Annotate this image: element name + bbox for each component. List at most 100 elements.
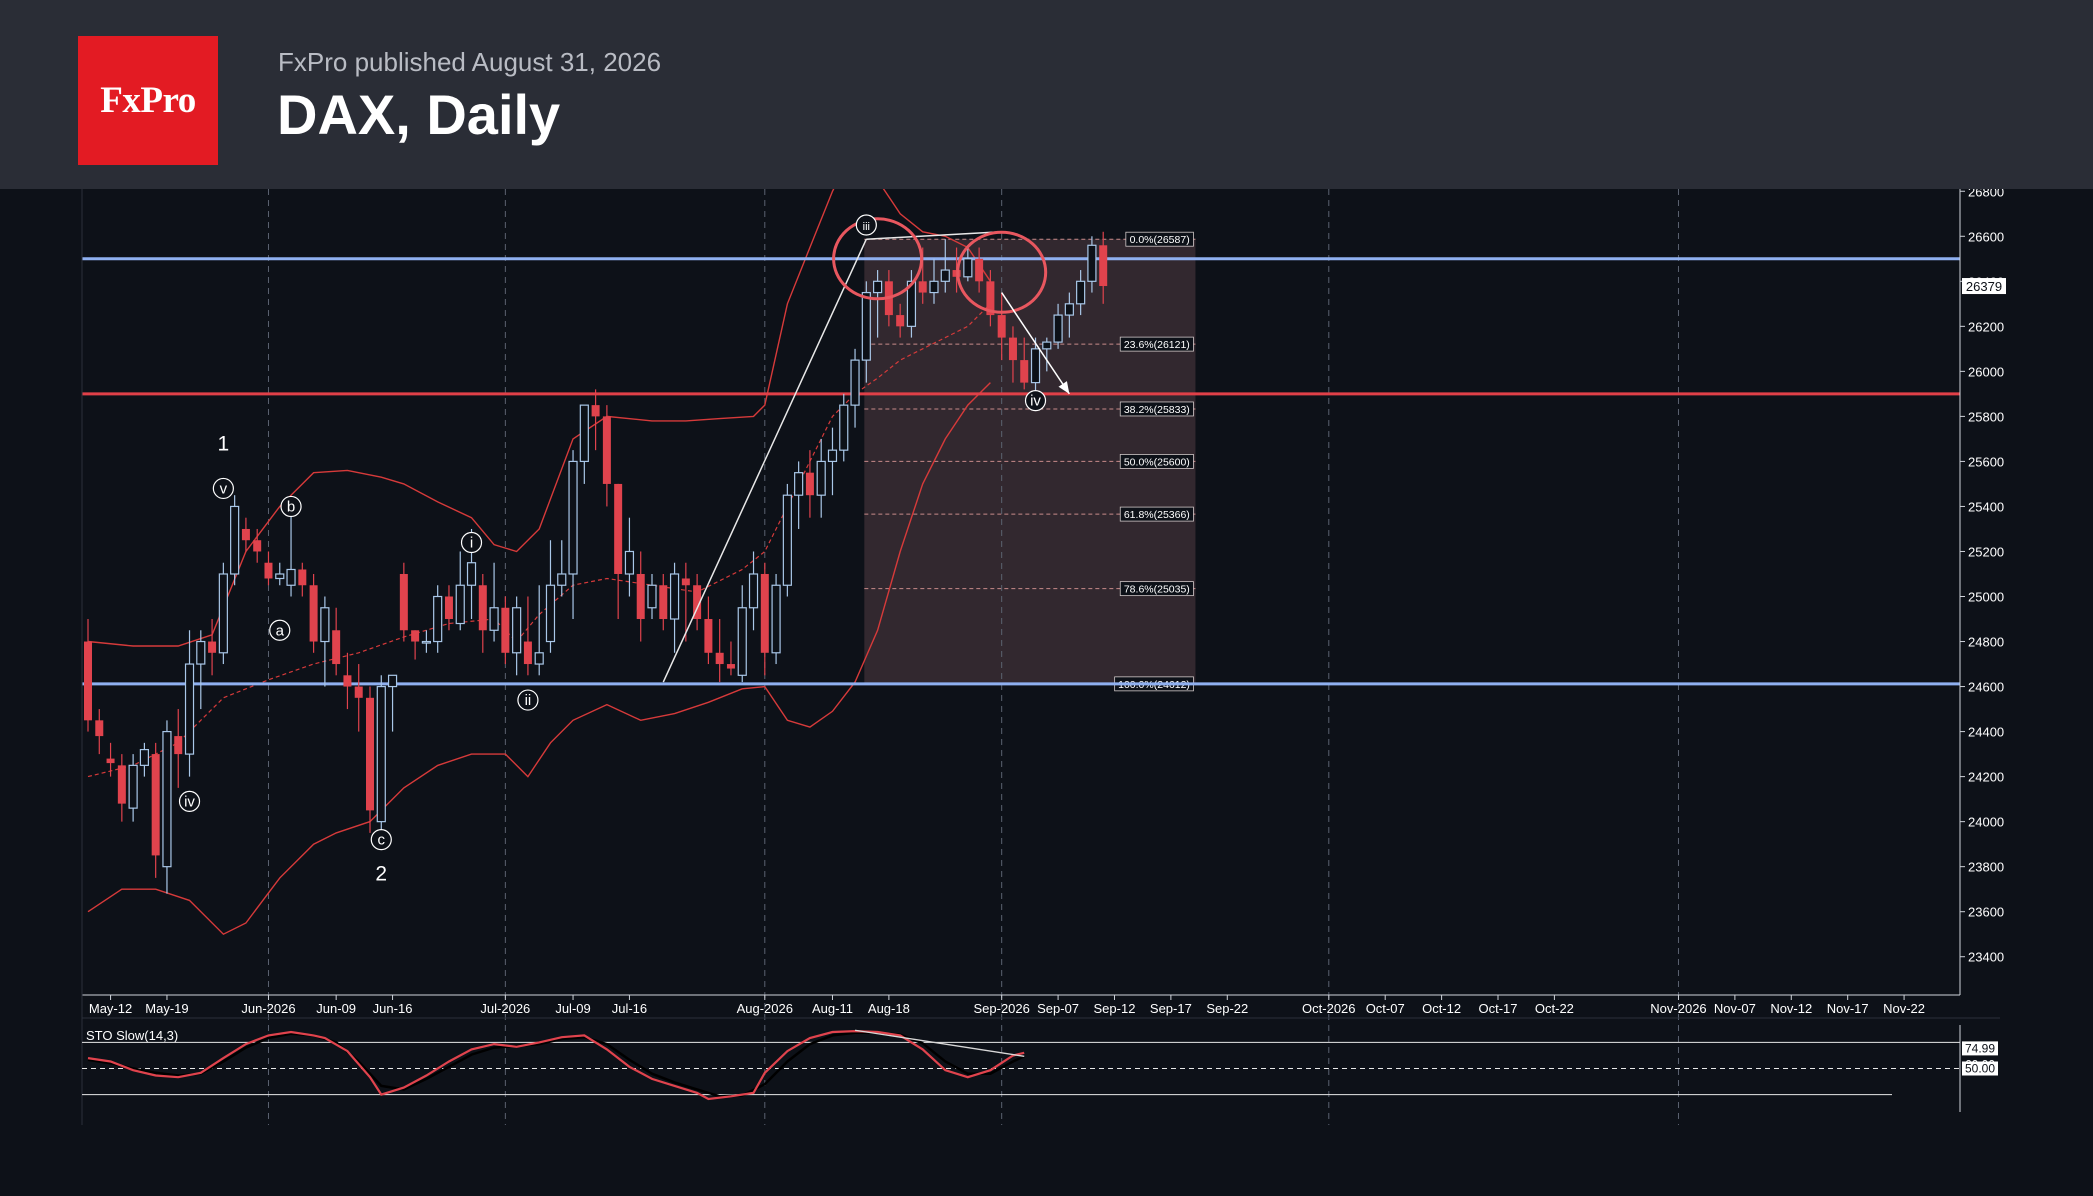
wave-label: v bbox=[220, 480, 228, 497]
highlight-circle bbox=[832, 217, 924, 301]
wave-label: i bbox=[470, 534, 473, 551]
candle-body-up bbox=[827, 449, 838, 463]
price-tick-label: 23600 bbox=[1968, 905, 2004, 920]
time-tick-label: Jul-16 bbox=[612, 1001, 647, 1016]
candle-body-up bbox=[545, 584, 556, 643]
sto-value-badge bbox=[1962, 1061, 1998, 1076]
candle-body-down bbox=[106, 758, 115, 764]
candle-body-up bbox=[647, 584, 657, 609]
candle-body-up bbox=[196, 640, 206, 665]
time-tick-label: Sep-12 bbox=[1094, 1001, 1136, 1016]
candle-body-down bbox=[366, 697, 374, 811]
candle-body-down bbox=[444, 596, 453, 620]
candle-body-down bbox=[399, 573, 408, 631]
candle-body-up bbox=[557, 573, 567, 586]
candle-body-down bbox=[760, 573, 769, 653]
candle-body-up bbox=[669, 573, 680, 620]
candle-body-down bbox=[174, 736, 183, 755]
time-tick-label: May-19 bbox=[145, 1001, 188, 1016]
candle-body-up bbox=[861, 291, 871, 361]
candle-body-up bbox=[771, 584, 781, 654]
candle-body-down bbox=[523, 641, 532, 665]
candle-body-up bbox=[466, 562, 477, 586]
sto-value-label: 50.00 bbox=[1965, 1062, 1995, 1076]
candle-body-up bbox=[433, 595, 443, 643]
candle-body-down bbox=[332, 630, 341, 665]
time-tick-label: Nov-22 bbox=[1883, 1001, 1925, 1016]
price-tick-label: 24200 bbox=[1968, 770, 2004, 785]
price-tick-label: 25200 bbox=[1968, 544, 2004, 559]
candle-body-up bbox=[850, 359, 860, 406]
candle-body-down bbox=[84, 641, 92, 721]
candle-body-up bbox=[872, 280, 883, 294]
fib-level-label: 50.0%(25600) bbox=[1124, 456, 1190, 468]
candle-body-up bbox=[940, 269, 950, 282]
current-price-label: 26379 bbox=[1966, 279, 2002, 294]
page-title: DAX, Daily bbox=[277, 83, 561, 146]
time-tick-label: May-12 bbox=[89, 1001, 132, 1016]
sto-trendline bbox=[854, 1029, 1025, 1057]
bollinger-lower bbox=[87, 382, 991, 936]
price-tick-label: 24400 bbox=[1968, 725, 2004, 740]
time-tick-label: Oct-12 bbox=[1422, 1001, 1461, 1016]
candle-body-down bbox=[478, 585, 487, 631]
candle-body-down bbox=[264, 562, 273, 579]
price-tick-label: 23400 bbox=[1968, 950, 2004, 965]
candle-body-up bbox=[320, 607, 330, 643]
price-tick-label: 26000 bbox=[1968, 364, 2004, 379]
candle-body-down bbox=[693, 585, 702, 620]
wave-label: c bbox=[378, 832, 386, 849]
wave-label-circle bbox=[178, 790, 201, 812]
candle-body-up bbox=[376, 685, 386, 823]
wave-label: 2 bbox=[375, 862, 387, 885]
current-price-badge bbox=[1962, 278, 2006, 295]
candle-body-down bbox=[354, 686, 363, 698]
candle-body-down bbox=[95, 720, 104, 737]
time-tick-label: Nov-07 bbox=[1714, 1001, 1756, 1016]
candle-body-down bbox=[309, 585, 318, 642]
price-chart[interactable]: 0.0%(26587) 23.6%(26121) 38.2%(25833) 50.0%… bbox=[0, 189, 2093, 1196]
fib-level-box bbox=[1119, 401, 1194, 417]
candle-body-up bbox=[218, 573, 228, 654]
candle-body-down bbox=[659, 585, 668, 620]
time-tick-label: Sep-17 bbox=[1150, 1001, 1192, 1016]
candle-body-down bbox=[602, 416, 611, 484]
candle-body-down bbox=[726, 664, 735, 669]
candle-body-down bbox=[636, 573, 645, 620]
wave-label: iv bbox=[1030, 393, 1041, 410]
trendline[interactable] bbox=[662, 238, 868, 683]
candle-body-up bbox=[534, 652, 544, 665]
wave-label-circle bbox=[460, 531, 483, 554]
candle-body-up bbox=[275, 573, 285, 580]
time-tick-label: Aug-11 bbox=[812, 1001, 853, 1016]
sto-k-line bbox=[87, 1029, 1025, 1101]
candle-body-down bbox=[681, 578, 690, 586]
sto-title: STO Slow(14,3) bbox=[86, 1028, 178, 1043]
candle-body-up bbox=[929, 280, 939, 294]
candle-body-up bbox=[184, 663, 195, 755]
candle-body-down bbox=[411, 630, 420, 642]
trendline[interactable] bbox=[866, 231, 1002, 240]
fib-level-box bbox=[1125, 231, 1194, 247]
price-tick-label: 26800 bbox=[1968, 189, 2004, 199]
time-tick-label: Jul-09 bbox=[555, 1001, 590, 1016]
candle-body-down bbox=[591, 405, 600, 417]
price-tick-label: 24600 bbox=[1968, 680, 2004, 695]
candle-body-up bbox=[748, 573, 759, 609]
candle-body-up bbox=[1064, 303, 1074, 316]
candle-body-up bbox=[421, 640, 431, 644]
fib-level-label: 38.2%(25833) bbox=[1124, 404, 1190, 416]
price-tick-label: 25800 bbox=[1968, 409, 2004, 424]
fxpro-logo: FxPro bbox=[78, 36, 218, 165]
candle-body-up bbox=[568, 460, 578, 575]
candle-body-up bbox=[387, 674, 398, 688]
price-tick-label: 25000 bbox=[1968, 590, 2004, 605]
price-tick-label: 24800 bbox=[1968, 635, 2004, 650]
wave-label-circle bbox=[212, 477, 234, 500]
price-tick-label: 25600 bbox=[1968, 454, 2004, 469]
wave-label-circle bbox=[280, 495, 302, 518]
candle-body-down bbox=[975, 258, 984, 282]
candle-body-down bbox=[117, 765, 126, 804]
candle-body-up bbox=[839, 404, 849, 451]
time-tick-label: Jul-2026 bbox=[480, 1001, 530, 1016]
